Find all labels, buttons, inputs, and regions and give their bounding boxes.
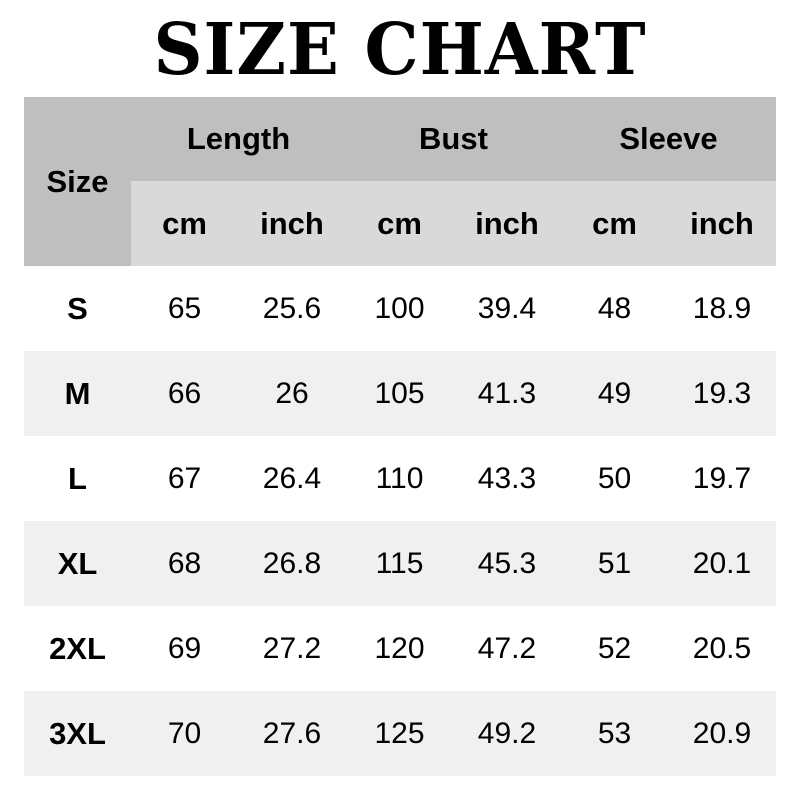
table-cell: 100 (374, 291, 425, 325)
size-label: L (68, 460, 87, 496)
table-cell: 115 (375, 546, 424, 580)
table-cell: 26.4 (262, 461, 322, 495)
table-cell: 27.2 (262, 631, 322, 665)
table-cell: 125 (374, 716, 425, 750)
table-cell: 19.7 (692, 461, 752, 495)
table-cell: 51 (597, 546, 632, 580)
table-cell: 69 (167, 631, 202, 665)
table-cell: 70 (167, 716, 202, 750)
header-bust: Bust (346, 97, 561, 181)
header-sleeve: Sleeve (561, 97, 776, 181)
size-label: 3XL (49, 715, 106, 751)
table-cell: 53 (597, 716, 632, 750)
header-unit-cm: cm (561, 181, 668, 266)
table-cell: 45.3 (477, 546, 537, 580)
header-size: Size (24, 97, 131, 266)
table-cell: 120 (374, 631, 425, 665)
size-label: XL (57, 545, 98, 581)
table-row (24, 691, 776, 776)
size-label: 2XL (49, 630, 106, 666)
table-cell: 20.9 (692, 716, 752, 750)
header-unit-cm: cm (346, 181, 453, 266)
table-cell: 110 (375, 461, 424, 495)
page-title: SIZE CHART (153, 8, 647, 93)
table-cell: 48 (597, 291, 632, 325)
table-cell: 25.6 (262, 291, 322, 325)
header-unit-inch: inch (453, 181, 561, 266)
table-cell: 20.1 (692, 546, 752, 580)
table-cell: 43.3 (477, 461, 537, 495)
table-cell: 18.9 (692, 291, 752, 325)
table-cell: 39.4 (477, 291, 537, 325)
table-row (24, 521, 776, 606)
size-label: S (67, 290, 88, 326)
table-cell: 52 (597, 631, 632, 665)
table-cell: 68 (167, 546, 202, 580)
table-cell: 47.2 (477, 631, 537, 665)
size-label: M (64, 375, 91, 411)
header-unit-cm: cm (131, 181, 238, 266)
table-cell: 20.5 (692, 631, 752, 665)
table-cell: 41.3 (477, 376, 537, 410)
table-cell: 67 (167, 461, 202, 495)
header-length: Length (131, 97, 346, 181)
table-cell: 50 (597, 461, 632, 495)
table-cell: 105 (374, 376, 425, 410)
table-row (24, 351, 776, 436)
table-cell: 26 (275, 376, 309, 410)
table-cell: 65 (167, 291, 202, 325)
table-cell: 27.6 (262, 716, 322, 750)
table-cell: 66 (167, 376, 202, 410)
table-cell: 26.8 (262, 546, 322, 580)
header-unit-inch: inch (668, 181, 776, 266)
table-cell: 19.3 (692, 376, 752, 410)
table-cell: 49 (597, 376, 632, 410)
table-cell: 49.2 (477, 716, 537, 750)
header-unit-inch: inch (238, 181, 346, 266)
